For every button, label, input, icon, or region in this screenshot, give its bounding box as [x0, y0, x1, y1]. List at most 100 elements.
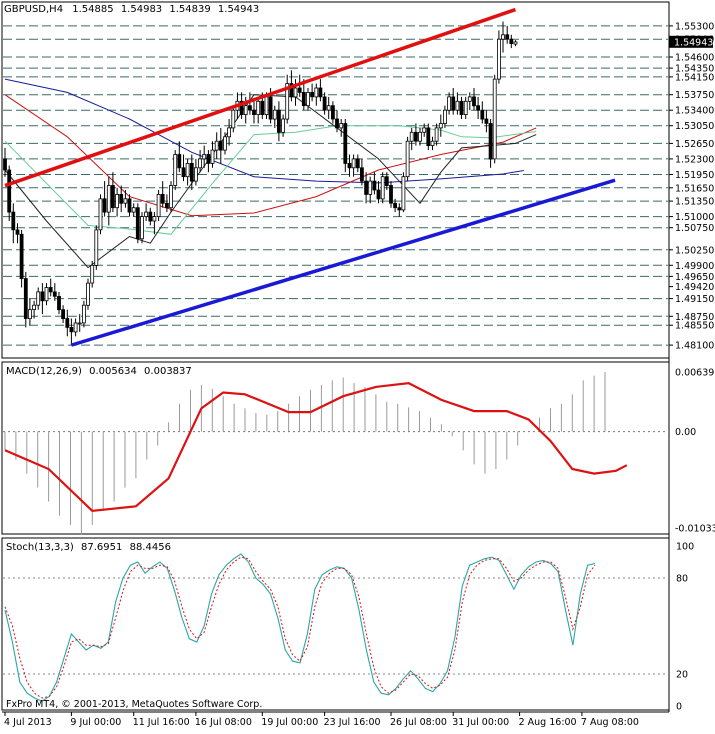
- horizontal-levels: [3, 25, 668, 346]
- candle-body: [434, 127, 439, 142]
- candle-body: [131, 207, 136, 213]
- time-label: 4 Jul 2013: [4, 717, 52, 728]
- stoch-header: Stoch(13,3,3) 87.6951 88.4456: [6, 542, 171, 553]
- candle-body: [90, 264, 95, 284]
- candle-body: [484, 118, 489, 124]
- candle-body: [368, 180, 373, 195]
- candle-body: [285, 83, 290, 120]
- candle-body: [438, 123, 443, 129]
- candle-body: [393, 202, 398, 209]
- candle-body: [123, 198, 128, 204]
- candle-body: [19, 233, 24, 280]
- candle-body: [115, 193, 119, 209]
- price-label: 1.50250: [675, 245, 714, 256]
- price-label: 1.49420: [675, 282, 714, 293]
- candle-body: [210, 149, 215, 164]
- candle-body: [372, 180, 377, 191]
- candle-body: [476, 105, 481, 111]
- candle-body: [52, 291, 57, 297]
- price-label: 1.55300: [675, 21, 714, 32]
- trend-lines: [4, 7, 616, 347]
- candle-body: [301, 92, 306, 107]
- candle-body: [77, 322, 82, 325]
- candle-body: [306, 92, 310, 107]
- candle-body: [355, 158, 360, 169]
- price-axis-labels: 1.553001.550001.546001.543501.541501.537…: [669, 21, 714, 352]
- macd-indicator: [3, 372, 668, 535]
- bid-price-box: [669, 35, 713, 48]
- indicator-axis-labels: 0.006395 0.00 -0.01033 100 80 20 0: [675, 368, 715, 713]
- candle-body: [430, 140, 435, 146]
- candle-body: [472, 96, 476, 107]
- candle-body: [380, 176, 385, 200]
- candle-body: [198, 158, 203, 169]
- candle-body: [310, 92, 315, 98]
- candle-body: [193, 167, 198, 182]
- time-label: 23 Jul 16:00: [324, 717, 381, 728]
- candle-body: [422, 127, 427, 133]
- candle-body: [102, 198, 107, 213]
- candle-body: [231, 109, 236, 129]
- candle-body: [426, 127, 431, 147]
- candle-body: [256, 100, 261, 116]
- macd-axis-label: 0.00: [675, 427, 696, 438]
- candle-body: [218, 140, 223, 151]
- price-label: 1.54600: [675, 53, 714, 64]
- stoch-axis-label: 100: [676, 542, 694, 553]
- candle-body: [339, 123, 344, 129]
- macd-signal-line: [4, 381, 628, 513]
- time-label: 2 Aug 16:00: [519, 717, 577, 728]
- candle-body: [27, 309, 32, 320]
- candle-body: [214, 140, 219, 151]
- time-label: 9 Jul 00:00: [70, 717, 121, 728]
- candle-body: [480, 109, 485, 120]
- candle-body: [119, 193, 124, 204]
- stoch-indicator: [3, 553, 668, 702]
- candle-body: [281, 118, 286, 133]
- candle-body: [413, 131, 418, 142]
- candle-body: [94, 229, 99, 266]
- candle-body: [3, 158, 7, 171]
- candle-body: [160, 193, 165, 204]
- candle-body: [152, 216, 157, 222]
- candle-body: [57, 295, 61, 311]
- candle-body: [293, 87, 298, 98]
- moving-average-line: [4, 78, 524, 184]
- candle-body: [314, 87, 319, 98]
- candle-body: [505, 34, 510, 40]
- candle-body: [164, 202, 169, 209]
- macd-header: MACD(12,26,9) 0.005634 0.003837: [6, 366, 192, 377]
- candle-body: [156, 193, 161, 217]
- price-pane-frame: [1, 1, 670, 359]
- stoch-axis-label: 20: [676, 670, 688, 681]
- candle-body: [127, 198, 132, 213]
- price-label: 1.54150: [675, 72, 714, 83]
- stoch-axis-label: 80: [676, 574, 688, 585]
- candle-body: [343, 123, 348, 164]
- candle-body: [86, 282, 90, 306]
- candle-body: [11, 211, 16, 231]
- candle-body: [389, 185, 393, 204]
- candle-body: [173, 154, 178, 186]
- candle-body: [44, 287, 49, 302]
- candle-body: [32, 304, 36, 311]
- moving-average-line: [4, 94, 537, 217]
- candles: [3, 21, 518, 346]
- candle-body: [181, 167, 186, 178]
- candle-body: [223, 136, 227, 151]
- candle-body: [106, 185, 111, 213]
- support-trendline[interactable]: [70, 178, 616, 347]
- candle-body: [148, 211, 153, 222]
- resistance-trendline[interactable]: [4, 7, 517, 188]
- price-label: 1.51350: [675, 197, 714, 208]
- candle-body: [135, 207, 140, 240]
- candle-body: [322, 96, 327, 111]
- price-label: 1.51950: [675, 170, 714, 181]
- time-label: 11 Jul 16:00: [133, 717, 190, 728]
- candle-body: [206, 154, 211, 164]
- candle-body: [15, 229, 20, 235]
- macd-axis-label: -0.01033: [675, 524, 715, 535]
- candle-body: [40, 291, 45, 302]
